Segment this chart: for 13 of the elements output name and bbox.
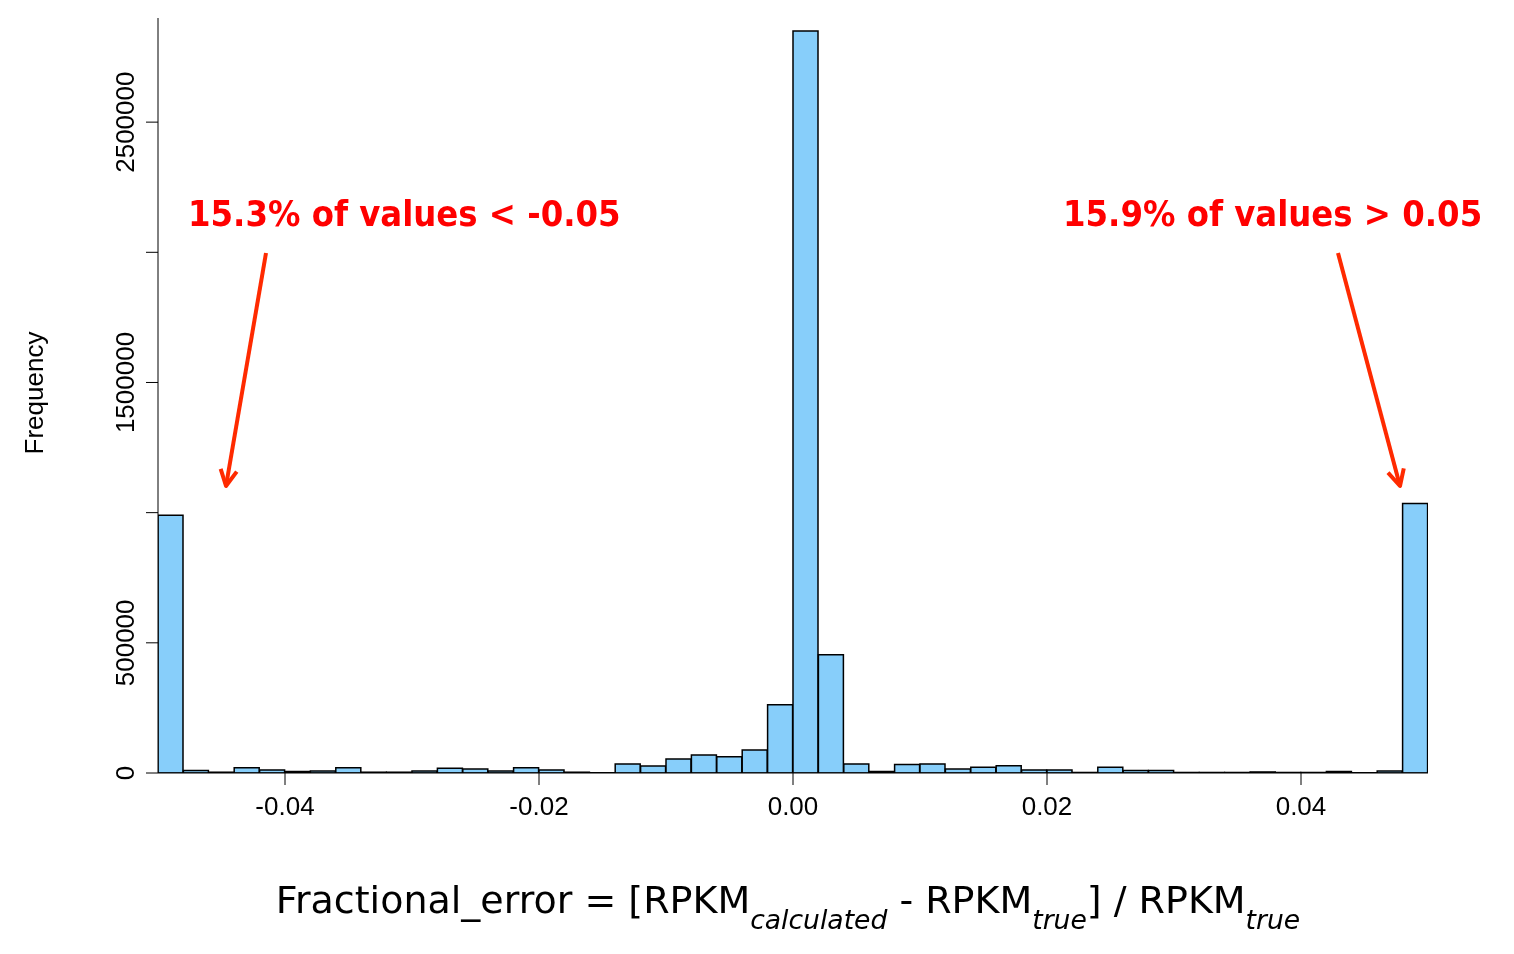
x-tick-label: -0.04 bbox=[255, 791, 315, 821]
x-axis-title: Fractional_error = [RPKM$_{calculated}$ - RPKM$_{true}$] / RPKM$_{true}$ bbox=[275, 878, 1301, 935]
annotation: 15.9% of values > 0.05 bbox=[1063, 193, 1483, 234]
y-tick-label: 0 bbox=[110, 765, 140, 781]
y-tick-label: 2500000 bbox=[110, 71, 140, 173]
x-tick-label: 0.04 bbox=[1275, 791, 1327, 821]
x-tick-label: 0.02 bbox=[1021, 791, 1073, 821]
x-tick-label: -0.02 bbox=[509, 791, 569, 821]
annotation: 15.3% of values < -0.05 bbox=[188, 193, 621, 234]
x-tick-label: 0.00 bbox=[767, 791, 819, 821]
y-tick-label: 1500000 bbox=[110, 331, 140, 434]
y-tick-label: 500000 bbox=[110, 599, 140, 687]
y-axis-title: Frequency bbox=[19, 331, 49, 455]
